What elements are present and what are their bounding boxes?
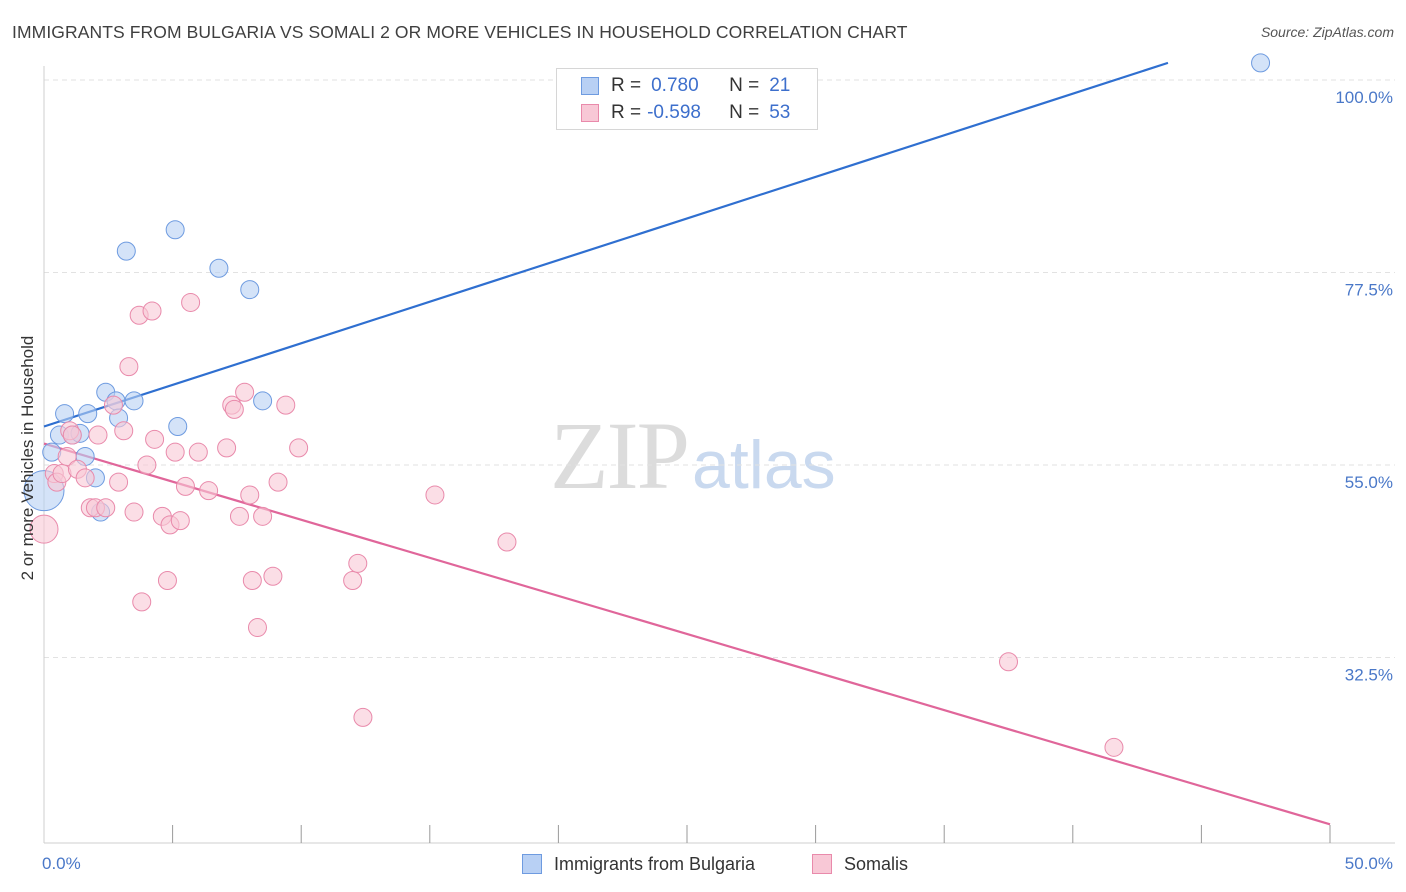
data-point-somalis (145, 429, 165, 449)
data-point-somalis (137, 455, 157, 475)
y-axis-title: 2 or more Vehicles in Household (18, 336, 37, 581)
data-point-somalis (96, 498, 116, 518)
axis-layer (43, 66, 1395, 844)
data-point-somalis (343, 571, 363, 590)
legend-n-value: 53 (769, 102, 791, 123)
data-point-somalis (181, 292, 201, 312)
bottom-legend-bulgaria: Immigrants from Bulgaria (522, 850, 755, 878)
data-point-bulgaria (55, 404, 75, 424)
data-point-somalis (29, 514, 59, 544)
data-point-somalis (247, 618, 267, 638)
data-point-somalis (1104, 737, 1124, 757)
data-point-somalis (217, 438, 237, 458)
legend-n-value: 21 (769, 75, 791, 96)
data-point-somalis (188, 442, 208, 462)
data-point-somalis (999, 652, 1018, 672)
data-point-somalis (62, 425, 82, 445)
legend-r-label: R = (611, 102, 642, 123)
data-point-somalis (289, 438, 309, 458)
data-point-somalis (119, 357, 139, 377)
data-point-bulgaria (165, 220, 185, 240)
source-note: Source: ZipAtlas.com (1260, 24, 1394, 40)
data-point-somalis (229, 506, 249, 526)
data-point-somalis (348, 553, 368, 573)
data-point-bulgaria (78, 404, 98, 424)
bottom-legend-label: Somalis (844, 853, 909, 874)
data-point-somalis (240, 485, 260, 505)
legend-swatch-blue (581, 77, 599, 95)
data-point-bulgaria (1251, 53, 1271, 73)
x-tick-label: 50.0% (1345, 854, 1393, 873)
data-point-somalis (353, 707, 373, 727)
grid-layer (44, 79, 1395, 658)
data-point-somalis (235, 382, 255, 402)
chart-title: IMMIGRANTS FROM BULGARIA VS SOMALI 2 OR … (12, 22, 908, 42)
tick-label-layer: 32.5% 55.0% 77.5% 100.0% 0.0% 50.0% (42, 88, 1393, 873)
data-point-somalis (157, 571, 177, 590)
legend-r-value: 0.780 (651, 75, 699, 96)
data-point-somalis (224, 399, 244, 419)
trend-line-somalis (43, 442, 1331, 826)
data-point-somalis (75, 468, 95, 488)
bottom-legend-label: Immigrants from Bulgaria (554, 853, 756, 874)
data-point-somalis (142, 301, 162, 321)
data-point-somalis (199, 481, 219, 501)
data-point-somalis (170, 511, 190, 531)
bottom-legend-somalis: Somalis (812, 850, 908, 878)
trend-line-bulgaria (43, 61, 1169, 428)
data-point-bulgaria (209, 258, 229, 278)
data-point-somalis (242, 571, 262, 590)
data-point-somalis (109, 472, 129, 492)
data-point-somalis (165, 442, 185, 462)
data-point-somalis (103, 395, 123, 415)
data-point-somalis (497, 532, 517, 552)
data-point-somalis (425, 485, 445, 505)
correlation-legend: R = 0.780 N = 21 R = -0.598 N = 53 (556, 68, 818, 130)
legend-n-label: N = (729, 75, 760, 96)
data-point-somalis (268, 472, 288, 492)
data-point-somalis (132, 592, 152, 612)
data-point-somalis (88, 425, 108, 445)
data-point-bulgaria (168, 417, 188, 436)
data-point-bulgaria (240, 280, 260, 300)
legend-n-label: N = (729, 102, 760, 123)
data-point-bulgaria (253, 391, 273, 411)
legend-swatch-pink (581, 104, 599, 122)
legend-r-label: R = (611, 75, 642, 96)
data-point-somalis (114, 421, 134, 441)
y-tick-label: 55.0% (1345, 473, 1393, 492)
data-point-somalis (276, 395, 296, 415)
legend-row-bulgaria: R = 0.780 N = 21 (557, 73, 790, 99)
watermark-zip: ZIP (550, 402, 690, 509)
data-point-somalis (57, 446, 77, 466)
data-point-somalis (124, 502, 144, 522)
data-point-somalis (175, 476, 195, 496)
data-point-bulgaria (116, 241, 136, 261)
data-point-bulgaria (124, 391, 144, 411)
y-tick-label: 100.0% (1335, 88, 1393, 107)
legend-row-somalis: R = -0.598 N = 53 (557, 100, 790, 126)
legend-r-value: -0.598 (647, 102, 701, 123)
y-tick-label: 32.5% (1345, 666, 1393, 685)
x-tick-label: 0.0% (42, 854, 81, 873)
trend-line-layer (43, 61, 1331, 826)
point-layer (23, 53, 1271, 757)
bottom-legend-swatch-blue (522, 854, 542, 874)
data-point-somalis (253, 506, 273, 526)
data-point-somalis (263, 566, 283, 586)
y-tick-label: 77.5% (1345, 281, 1393, 300)
bottom-legend-swatch-pink (812, 854, 832, 874)
